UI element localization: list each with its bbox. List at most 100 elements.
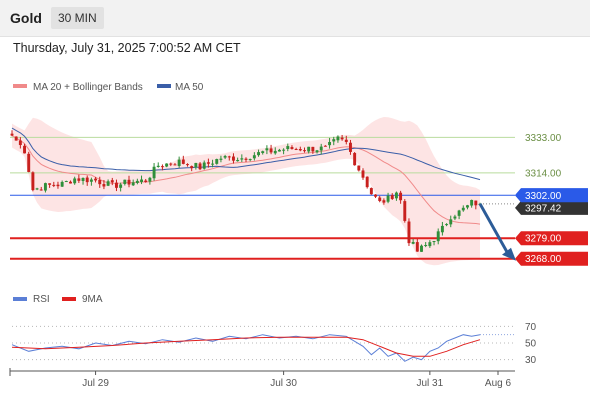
- candle-body: [394, 192, 398, 199]
- candle-body: [177, 159, 181, 166]
- projection-arrowhead: [502, 247, 516, 261]
- candle-body: [328, 141, 332, 146]
- candle-body: [94, 178, 98, 181]
- candle-body: [277, 149, 281, 152]
- candle-body: [307, 146, 311, 152]
- candle-body: [269, 148, 273, 153]
- candle-body: [357, 165, 361, 171]
- candle-body: [190, 166, 194, 169]
- candle-body: [332, 139, 336, 142]
- legend-swatch-ma50: [157, 84, 171, 88]
- legend-swatch-ma20: [13, 84, 27, 88]
- level-tag-bg: [515, 251, 588, 266]
- rsi-series-rsi: [11, 334, 481, 362]
- candle-body: [156, 165, 160, 167]
- candle-body: [440, 225, 444, 233]
- last-price-label: 3297.42: [525, 203, 562, 214]
- candle-body: [252, 155, 256, 159]
- candle-body: [244, 158, 248, 160]
- candle-body: [85, 177, 89, 183]
- candle-body: [457, 210, 461, 216]
- candle-body: [265, 148, 269, 151]
- candle-body: [232, 156, 235, 161]
- candle-body: [140, 179, 143, 182]
- candle-body: [135, 180, 139, 184]
- legend-ma20-label: MA 20 + Bollinger Bands: [33, 82, 143, 93]
- candle-body: [290, 147, 294, 149]
- candle-body: [198, 163, 202, 170]
- candle-body: [202, 162, 206, 169]
- candle-body: [470, 199, 474, 206]
- candle-body: [148, 177, 152, 182]
- candle-body: [131, 182, 135, 186]
- candle-body: [206, 162, 210, 164]
- candle-body: [64, 181, 68, 183]
- candle-body: [119, 184, 123, 188]
- level-tag-bg: [515, 231, 588, 246]
- candle-body: [102, 184, 106, 187]
- candle-body: [194, 162, 198, 168]
- candle-body: [349, 142, 352, 152]
- legend-ma50-label: MA 50: [175, 82, 204, 93]
- candle-body: [390, 195, 394, 199]
- candle-body: [428, 242, 432, 247]
- candle-body: [160, 166, 164, 168]
- candle-body: [98, 179, 102, 185]
- candle-body: [453, 216, 457, 219]
- candle-body: [273, 150, 277, 154]
- legend-swatch-9ma: [62, 297, 76, 301]
- x-tick-Jul 31: Jul 31: [417, 378, 444, 389]
- candle-body: [286, 146, 290, 149]
- candle-body: [461, 207, 465, 211]
- candle-body: [399, 192, 403, 201]
- candle-body: [31, 172, 35, 191]
- candle-body: [186, 164, 189, 166]
- candle-body: [127, 179, 131, 185]
- projection-arrow: [478, 203, 510, 255]
- candle-body: [23, 145, 26, 154]
- interval-button[interactable]: 30 MIN: [51, 7, 104, 29]
- bollinger-band: [12, 117, 480, 266]
- timestamp: Thursday, July 31, 2025 7:00:52 AM CET: [13, 41, 241, 55]
- candle-body: [215, 159, 219, 164]
- candle-body: [445, 224, 449, 226]
- rsi-tick-50: 50: [525, 339, 537, 350]
- candle-body: [257, 152, 260, 156]
- x-tick-Jul 30: Jul 30: [270, 378, 297, 389]
- candle-body: [115, 182, 118, 188]
- candle-body: [415, 242, 419, 252]
- level-tag-3314.00: 3314.00: [525, 168, 562, 179]
- candle-body: [248, 159, 252, 161]
- candle-body: [420, 245, 423, 252]
- candle-body: [227, 156, 231, 158]
- candle-body: [353, 153, 357, 166]
- x-tick-Jul 29: Jul 29: [82, 378, 109, 389]
- candle-body: [411, 242, 415, 244]
- candle-body: [282, 149, 286, 151]
- candle-body: [303, 150, 306, 152]
- candle-body: [152, 166, 156, 179]
- candle-body: [382, 200, 386, 203]
- candle-body: [14, 136, 18, 141]
- candle-body: [165, 163, 169, 167]
- candle-body: [48, 183, 52, 185]
- candle-body: [181, 159, 185, 164]
- candle-body: [315, 150, 319, 153]
- candle-body: [39, 189, 43, 191]
- candle-body: [374, 194, 377, 197]
- candle-body: [35, 188, 39, 190]
- candle-body: [110, 180, 114, 183]
- level-tag-3279.00: 3279.00: [525, 234, 562, 245]
- candle-body: [474, 200, 478, 206]
- candle-body: [365, 176, 369, 188]
- candle-body: [240, 158, 244, 160]
- candle-body: [432, 240, 436, 243]
- pivot-tag-3302.00: 3302.00: [525, 191, 562, 202]
- candle-body: [144, 180, 148, 182]
- rsi-tick-30: 30: [525, 355, 537, 366]
- candle-body: [319, 146, 323, 151]
- candle-body: [386, 195, 390, 202]
- legend-9ma-label: 9MA: [82, 294, 103, 305]
- candle-body: [77, 178, 81, 181]
